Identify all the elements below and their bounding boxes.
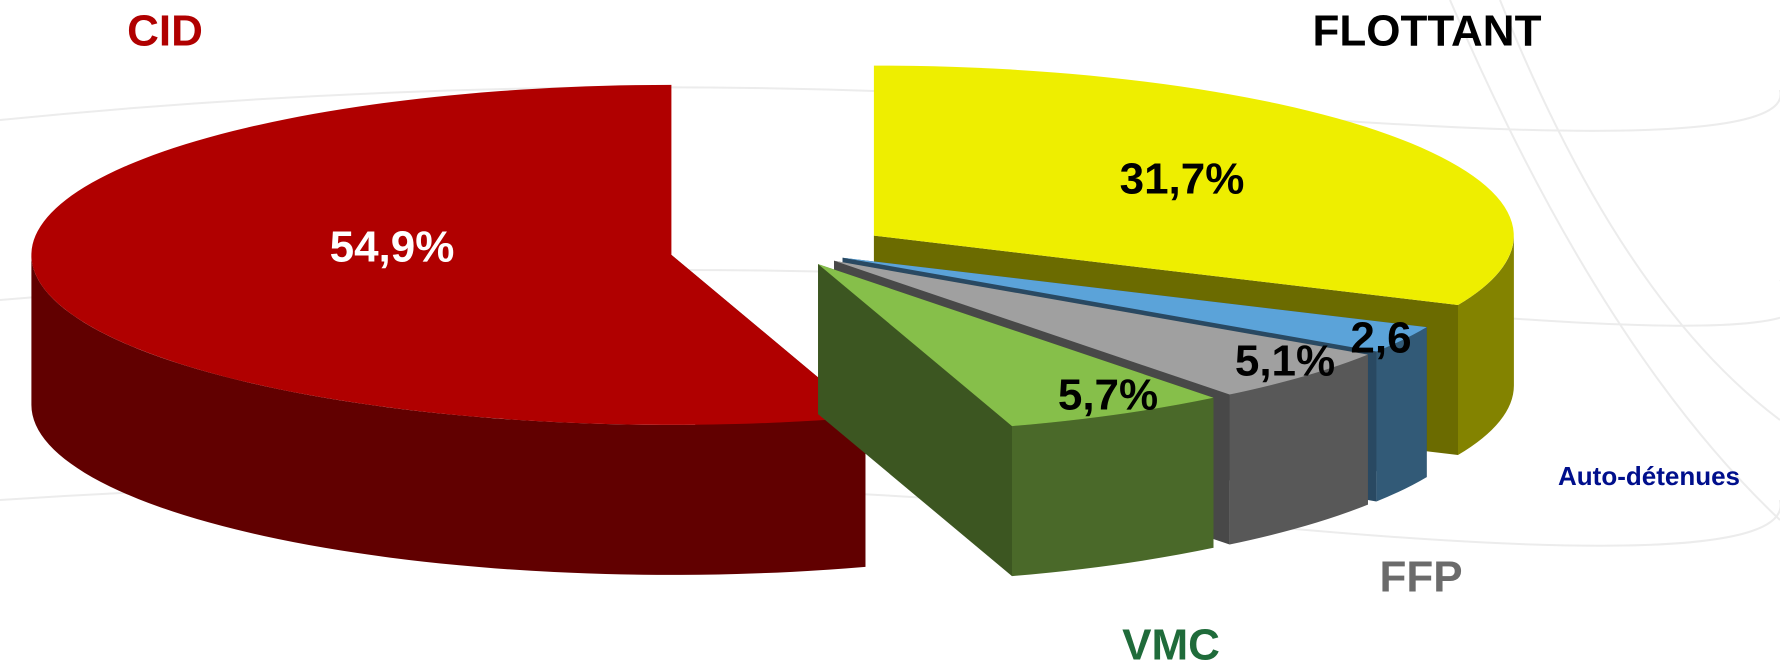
slice-radial-face <box>818 264 1012 577</box>
value-label: 5,7% <box>1058 371 1158 420</box>
slice-top <box>31 84 866 425</box>
slice-side <box>1012 397 1214 577</box>
slice-top <box>842 257 1427 352</box>
value-label: 2,6 <box>1350 314 1411 363</box>
category-label: FFP <box>1379 553 1462 602</box>
slice-side <box>1229 354 1368 545</box>
slice-top <box>873 65 1514 305</box>
category-label: VMC <box>1122 621 1220 668</box>
value-label: 31,7% <box>1120 155 1245 204</box>
slice-side <box>1376 327 1427 502</box>
slice <box>818 264 1214 577</box>
category-label: CID <box>127 7 203 56</box>
slice-side <box>31 254 866 575</box>
value-label: 5,1% <box>1235 337 1335 386</box>
slice-side <box>1458 235 1514 455</box>
category-label: Auto-détenues <box>1558 461 1740 491</box>
slice-top <box>818 264 1214 427</box>
category-label: FLOTTANT <box>1313 7 1542 56</box>
slice-top <box>834 260 1368 395</box>
value-label: 54,9% <box>330 223 455 272</box>
slice <box>31 84 866 575</box>
